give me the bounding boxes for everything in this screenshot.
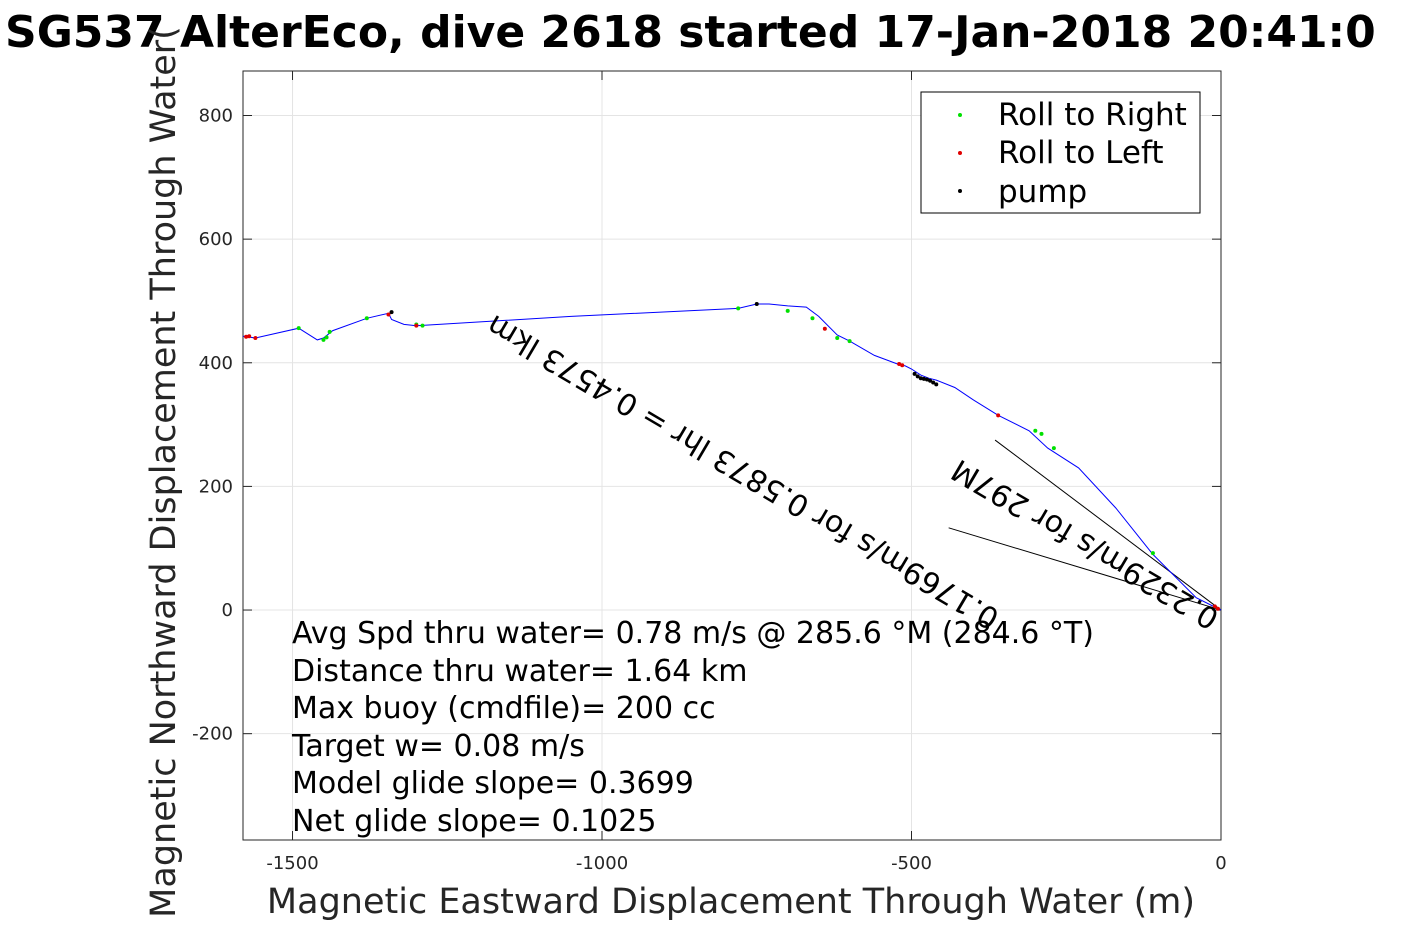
y-tick-label: 400 (199, 353, 233, 374)
point-roll-to-right (364, 316, 369, 321)
y-tick-label: 800 (199, 106, 233, 127)
y-axis-label: Magnetic Northward Displacement Through … (144, 26, 184, 918)
annotation-net-glide-slope: Net glide slope= 0.1025 (292, 804, 656, 839)
annotation-distance: Distance thru water= 1.64 km (292, 654, 747, 689)
point-roll-to-left (897, 362, 902, 367)
point-pump (934, 382, 939, 387)
point-roll-to-right (785, 308, 790, 313)
legend-marker-roll-left (958, 151, 962, 155)
y-tick-label: 600 (199, 229, 233, 250)
point-roll-to-right (324, 335, 329, 340)
point-roll-to-right (736, 306, 741, 311)
point-roll-to-right (420, 323, 425, 328)
reference-lines (948, 439, 1222, 611)
legend-marker-roll-right (958, 113, 962, 117)
point-pump (389, 310, 394, 315)
point-pump (924, 377, 929, 382)
point-pump (912, 371, 917, 376)
legend: Roll to Right Roll to Left pump (920, 91, 1201, 214)
point-roll-to-right (1150, 551, 1155, 556)
axis-ticks: -1500 -1000 -500 0 -200 0 200 400 600 800 (192, 71, 1227, 874)
legend-label-roll-left: Roll to Left (998, 135, 1164, 171)
x-tick-label: -1500 (266, 853, 318, 874)
y-tick-label: 0 (222, 600, 233, 621)
annotation-target-w: Target w= 0.08 m/s (291, 729, 585, 764)
annotation-avg-speed: Avg Spd thru water= 0.78 m/s @ 285.6 °M … (292, 616, 1094, 651)
point-roll-to-right (296, 326, 301, 331)
point-roll-to-left (996, 413, 1001, 418)
point-roll-to-right (327, 329, 332, 334)
point-pump (931, 380, 936, 385)
point-roll-to-right (835, 336, 840, 341)
point-pump (918, 376, 923, 381)
track-label: 0.1769m/s for 0.5873 lhr = 0.4573 lkm (481, 307, 1005, 636)
point-pump (915, 374, 920, 379)
x-tick-label: 0 (1215, 853, 1226, 874)
y-tick-label: 200 (199, 476, 233, 497)
legend-marker-pump (958, 189, 962, 193)
track-line (242, 303, 1222, 611)
legend-label-pump: pump (998, 174, 1087, 210)
x-axis-label: Magnetic Eastward Displacement Through W… (267, 882, 1195, 922)
chart-title: SG537 AlterEco, dive 2618 started 17-Jan… (5, 7, 1376, 58)
point-roll-to-right (321, 337, 326, 342)
point-roll-to-left (1212, 604, 1217, 609)
reference-line (948, 527, 1222, 611)
y-tick-label: -200 (192, 724, 233, 745)
point-roll-to-left (900, 363, 905, 368)
x-tick-label: -500 (891, 853, 932, 874)
point-roll-to-left (414, 323, 419, 328)
point-roll-to-left (386, 312, 391, 317)
point-roll-to-left (253, 336, 258, 341)
point-pump (754, 302, 759, 307)
legend-label-roll-right: Roll to Right (998, 97, 1187, 133)
point-roll-to-right (810, 316, 815, 321)
point-pump (928, 378, 933, 383)
reference-line (994, 439, 1222, 611)
point-roll-to-right (1039, 431, 1044, 436)
point-roll-to-right (1051, 446, 1056, 451)
point-roll-to-left (244, 334, 249, 339)
point-roll-to-left (247, 334, 252, 339)
annotation-max-buoy: Max buoy (cmdfile)= 200 cc (292, 691, 716, 726)
point-pump (921, 376, 926, 381)
point-roll-to-right (1033, 428, 1038, 433)
axes-box (242, 70, 1222, 841)
stats-annotations: Avg Spd thru water= 0.78 m/s @ 285.6 °M … (291, 616, 1094, 839)
x-tick-label: -1000 (576, 853, 628, 874)
annotation-model-glide-slope: Model glide slope= 0.3699 (292, 766, 694, 801)
point-roll-to-left (1215, 606, 1220, 611)
data-points (244, 302, 1220, 611)
legend-box (920, 91, 1201, 214)
point-roll-to-left (822, 326, 827, 331)
dive-track (242, 303, 1222, 611)
point-roll-to-right (847, 339, 852, 344)
